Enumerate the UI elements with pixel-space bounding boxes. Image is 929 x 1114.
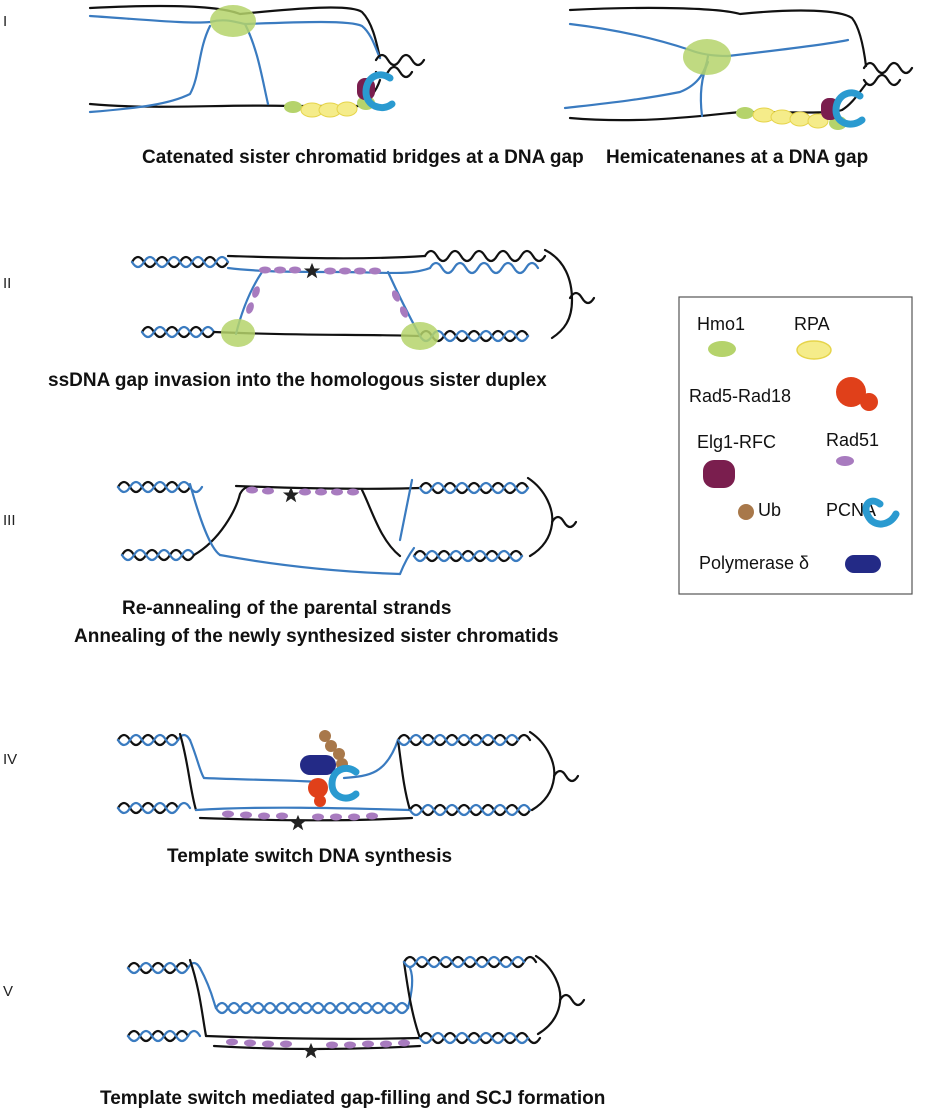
legend-swatch-rad18: [860, 393, 878, 411]
stage-ii-graphic: [130, 248, 596, 350]
stage-iii-graphic: [116, 476, 578, 576]
stage-i-right-panel: [563, 6, 914, 130]
stage-iii-caption-line1: Re-annealing of the parental strands: [122, 598, 451, 619]
stage-ii-caption: ssDNA gap invasion into the homologous s…: [48, 370, 547, 391]
legend-swatch-rpa: [796, 340, 832, 360]
rpa-marker: [789, 111, 811, 127]
legend-label-ub: Ub: [758, 500, 781, 520]
stage-i: I Catenated sister chromatid bridges at …: [3, 4, 914, 168]
rpa-marker: [336, 101, 358, 117]
legend-label-rad5-rad18: Rad5-Rad18: [689, 386, 791, 406]
stage-v-numeral: V: [3, 983, 13, 1000]
stage-iii: III: [3, 476, 578, 647]
legend-label-rpa: RPA: [794, 314, 830, 334]
stage-i-left-panel: [88, 4, 426, 118]
stage-iii-numeral: III: [3, 512, 16, 529]
rpa-marker: [770, 109, 794, 125]
legend-label-elg1-rfc: Elg1-RFC: [697, 432, 776, 452]
legend-label-polymerase-delta: Polymerase δ: [699, 553, 809, 573]
stage-v-graphic: [126, 954, 586, 1059]
rpa-marker: [807, 113, 829, 129]
stage-i-caption-right: Hemicatenanes at a DNA gap: [606, 147, 868, 168]
stage-iv-graphic: [116, 730, 580, 831]
pcna-marker: [832, 89, 866, 128]
stage-iii-caption-line2: Annealing of the newly synthesized siste…: [74, 626, 559, 647]
legend-swatch-rad51: [836, 456, 854, 466]
pcna-marker: [362, 71, 396, 111]
legend-swatch-hmo1: [708, 341, 736, 357]
stage-v-caption: Template switch mediated gap-filling and…: [100, 1088, 605, 1109]
stage-iv-caption: Template switch DNA synthesis: [167, 846, 452, 867]
stage-ii: II: [3, 248, 596, 391]
stage-v: V: [3, 954, 605, 1109]
stage-i-numeral: I: [3, 13, 7, 30]
hmo1-marker: [683, 39, 731, 75]
legend-swatch-pcna: [862, 497, 900, 528]
hmo1-marker: [210, 5, 256, 37]
stage-iv-numeral: IV: [3, 751, 17, 768]
stage-i-caption-left: Catenated sister chromatid bridges at a …: [142, 147, 584, 168]
legend-swatch-rad5: [836, 377, 866, 407]
legend-label-hmo1: Hmo1: [697, 314, 745, 334]
stage-ii-numeral: II: [3, 275, 11, 292]
legend-label-rad51: Rad51: [826, 430, 879, 450]
hmo1-marker: [284, 101, 302, 113]
legend-swatch-polymerase-delta: [845, 555, 881, 573]
legend-swatch-elg1-rfc: [703, 460, 735, 488]
stage-iv: IV: [3, 730, 580, 867]
hmo1-marker: [736, 107, 754, 119]
legend-swatch-ub: [738, 504, 754, 520]
legend: Hmo1 RPA Rad5-Rad18 Elg1-RFC Rad51 Ub PC…: [678, 296, 913, 595]
